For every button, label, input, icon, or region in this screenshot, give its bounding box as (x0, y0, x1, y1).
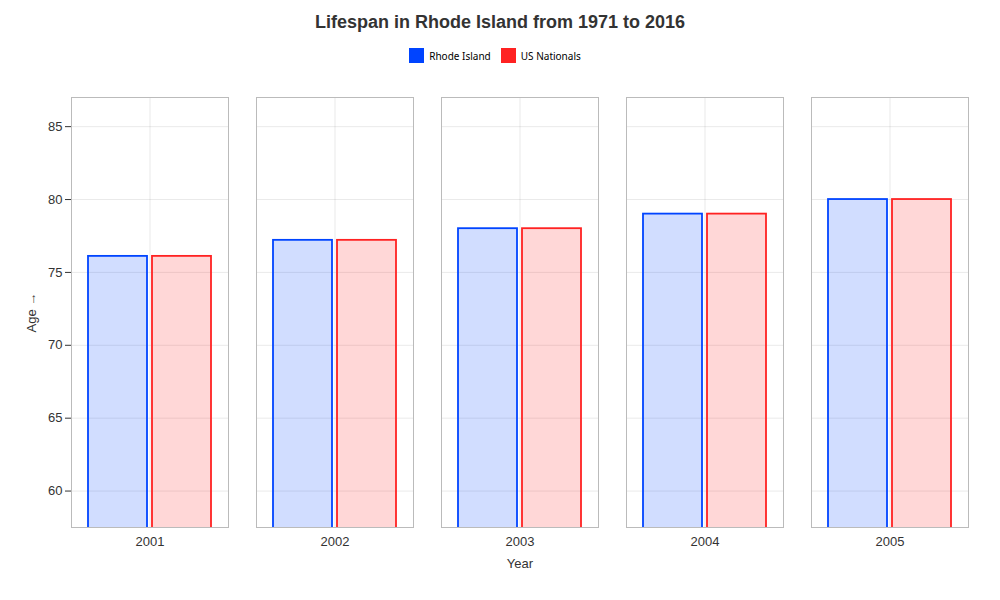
svg-text:Age →: Age → (24, 293, 39, 333)
html-text:US Nationals: US Nationals (520, 48, 581, 63)
svg-text:75: 75 (48, 265, 62, 280)
svg-text:65: 65 (48, 410, 62, 425)
svg-text:60: 60 (48, 483, 62, 498)
svg-text:2005: 2005 (876, 534, 905, 549)
svg-text:2004: 2004 (691, 534, 720, 549)
svg-text:85: 85 (48, 119, 62, 134)
svg-text:2001: 2001 (136, 534, 165, 549)
svg-text:Year: Year (507, 556, 534, 571)
svg-text:70: 70 (48, 337, 62, 352)
html-text:Rhode Island: Rhode Island (429, 48, 491, 63)
svg-text:2002: 2002 (321, 534, 350, 549)
svg-text:80: 80 (48, 192, 62, 207)
html-text:Lifespan in Rhode Island from: Lifespan in Rhode Island from 1971 to 20… (314, 12, 685, 32)
svg-text:2003: 2003 (506, 534, 535, 549)
